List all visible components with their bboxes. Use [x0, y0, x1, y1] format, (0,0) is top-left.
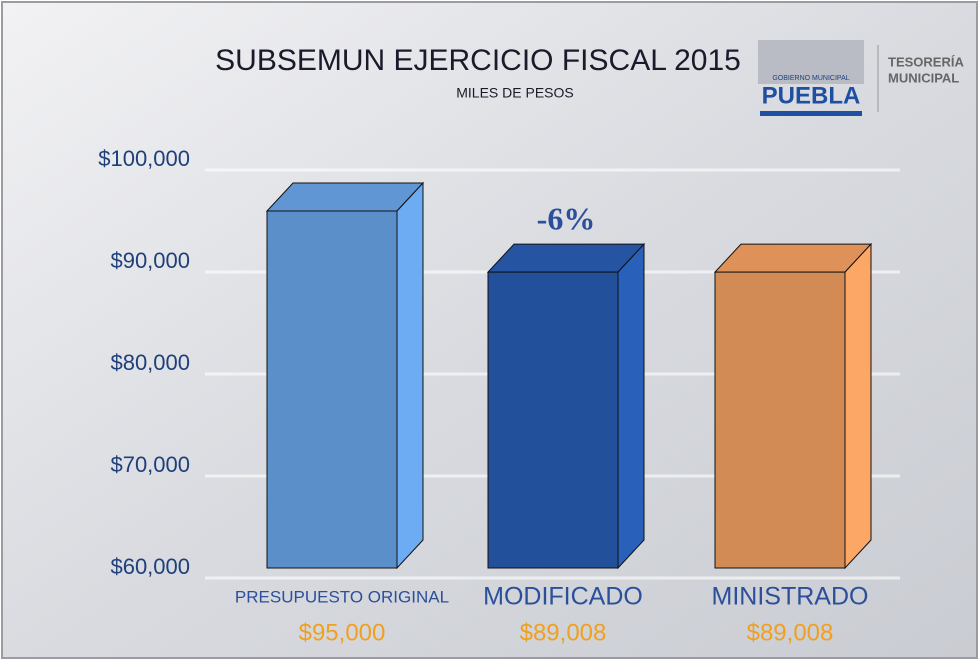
- y-tick-label: $80,000: [110, 350, 190, 375]
- bar-top: [713, 243, 873, 273]
- logo-name: PUEBLA: [762, 82, 861, 109]
- bar-side: [844, 242, 872, 570]
- logo: GOBIERNO MUNICIPAL PUEBLA TESORERÍA MUNI…: [758, 40, 964, 116]
- y-tick-label: $90,000: [110, 248, 190, 273]
- x-tick-label: MINISTRADO: [712, 583, 869, 611]
- bar-side: [617, 242, 645, 570]
- x-tick-label: PRESUPUESTO ORIGINAL: [235, 587, 449, 606]
- bar-top: [265, 182, 425, 212]
- logo-caption: GOBIERNO MUNICIPAL: [772, 75, 849, 82]
- chart-title: SUBSEMUN EJERCICIO FISCAL 2015: [215, 44, 741, 77]
- y-tick-label: $60,000: [110, 554, 190, 579]
- logo-org: MUNICIPAL: [888, 70, 959, 85]
- bar: [487, 271, 619, 569]
- chart-subtitle: MILES DE PESOS: [456, 85, 573, 101]
- logo-stripe: [760, 111, 862, 116]
- bar-top: [486, 243, 646, 273]
- bar: [714, 271, 846, 569]
- y-tick-label: $70,000: [110, 452, 190, 477]
- logo-building: [758, 40, 864, 84]
- y-tick-label: $100,000: [98, 146, 190, 171]
- bar-side: [396, 181, 424, 570]
- x-tick-label: MODIFICADO: [483, 583, 643, 611]
- bar: [266, 210, 398, 569]
- annotation: -6%: [537, 200, 596, 236]
- logo-org: TESORERÍA: [888, 54, 964, 69]
- value-label: $95,000: [299, 619, 386, 646]
- value-label: $89,008: [520, 619, 607, 646]
- value-label: $89,008: [747, 619, 834, 646]
